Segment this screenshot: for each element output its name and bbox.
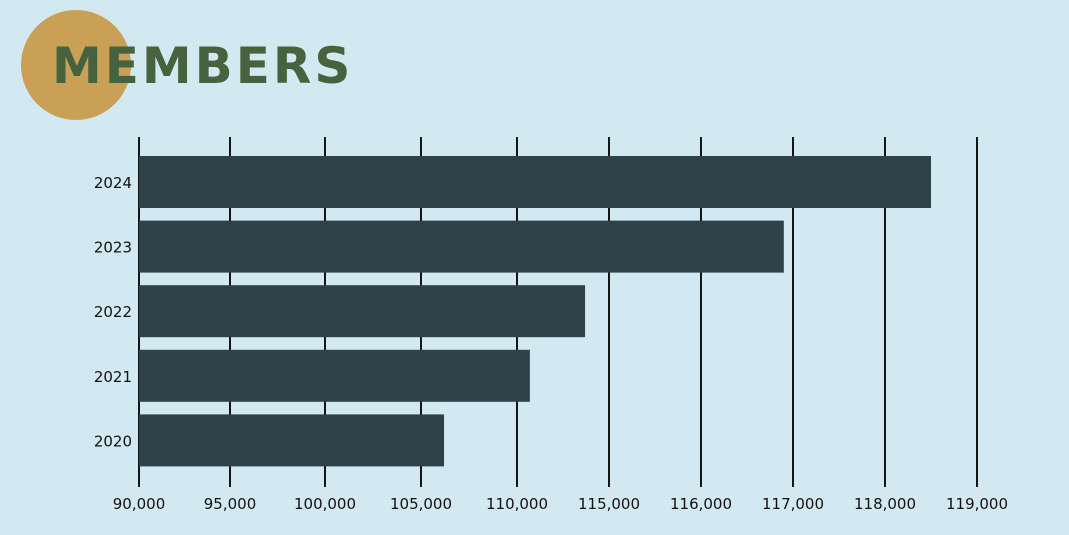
x-tick-label: 116,000: [670, 495, 732, 513]
bar-2024: [139, 156, 931, 208]
x-tick-label: 110,000: [486, 495, 548, 513]
bar-2022: [139, 285, 586, 338]
category-label-2021: 2021: [94, 368, 132, 386]
bars: [139, 156, 931, 467]
chart-title: MEMBERS: [52, 37, 353, 95]
x-tick-label: 115,000: [578, 495, 640, 513]
x-tick-labels: 90,000 95,000 100,000 105,000 110,000 115,000…: [113, 495, 1008, 513]
x-tick-label: 119,000: [946, 495, 1008, 513]
bar-2023: [139, 220, 784, 273]
x-tick-label: 95,000: [204, 495, 257, 513]
category-label-2023: 2023: [94, 239, 132, 257]
x-tick-label: 117,000: [762, 495, 824, 513]
x-tick-label: 90,000: [113, 495, 166, 513]
x-tick-label: 118,000: [854, 495, 916, 513]
title-badge-circle: [21, 10, 131, 120]
bar-2021: [139, 349, 530, 402]
title-badge: [21, 10, 131, 120]
bar-2020: [139, 414, 445, 467]
category-labels: 2024 2023 2022 2021 2020: [94, 174, 132, 450]
category-label-2022: 2022: [94, 303, 132, 321]
category-label-2020: 2020: [94, 432, 132, 450]
x-tick-label: 100,000: [294, 495, 356, 513]
category-label-2024: 2024: [94, 174, 132, 192]
x-tick-label: 105,000: [390, 495, 452, 513]
